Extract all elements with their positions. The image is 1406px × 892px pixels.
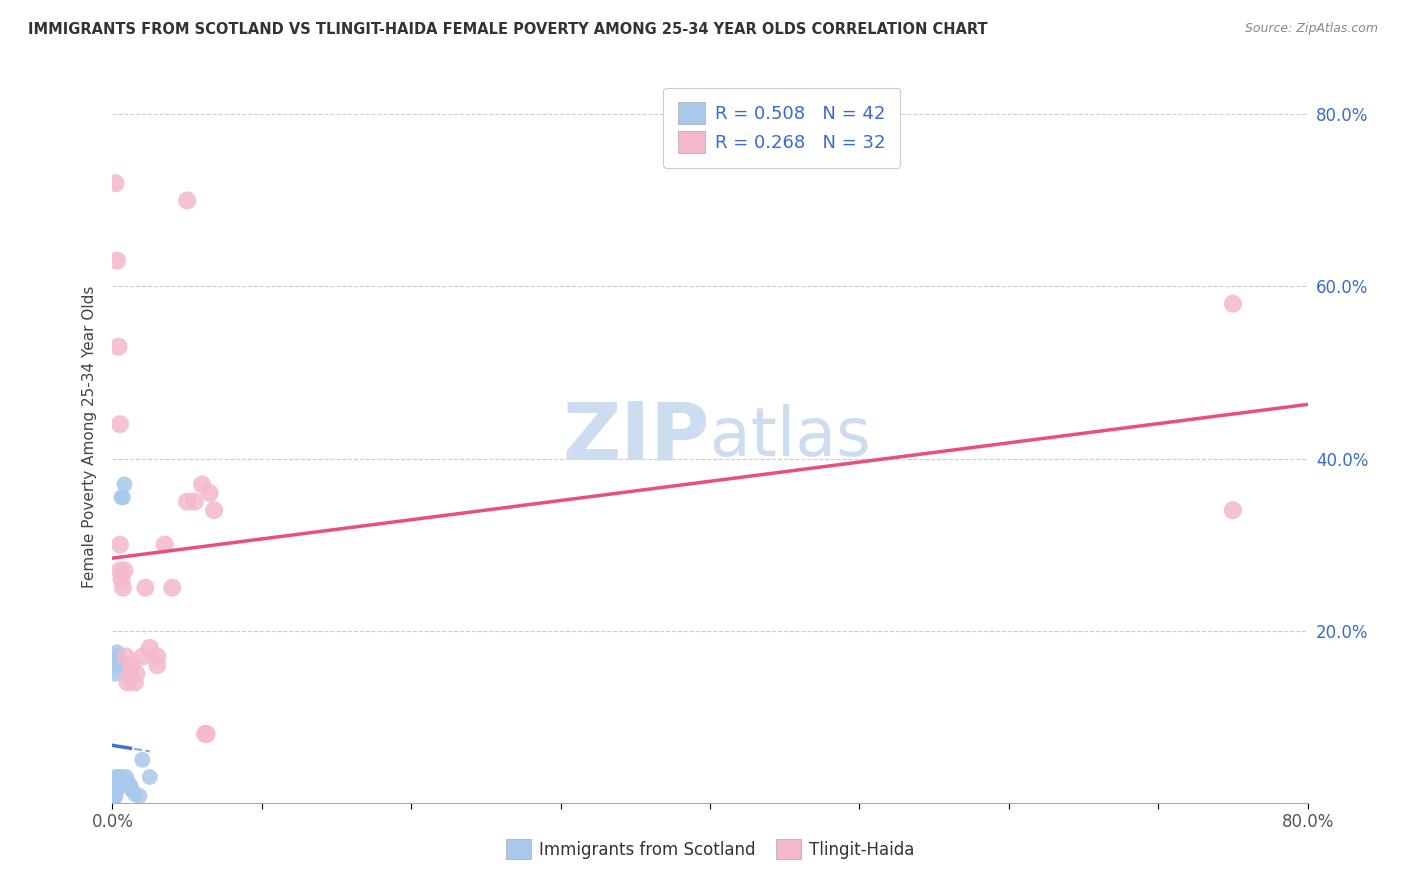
Point — [103, 785, 125, 799]
Point — [128, 789, 150, 803]
Point — [103, 787, 125, 801]
Point — [105, 253, 128, 268]
Point — [111, 491, 134, 505]
Point — [110, 572, 132, 586]
Point — [124, 787, 146, 801]
Point — [202, 503, 225, 517]
Point — [131, 753, 153, 767]
Text: Source: ZipAtlas.com: Source: ZipAtlas.com — [1244, 22, 1378, 36]
Point — [115, 649, 138, 664]
Text: atlas: atlas — [710, 404, 870, 470]
Y-axis label: Female Poverty Among 25-34 Year Olds: Female Poverty Among 25-34 Year Olds — [82, 286, 97, 588]
Point — [198, 486, 221, 500]
Point — [104, 785, 127, 799]
Point — [117, 675, 139, 690]
Text: IMMIGRANTS FROM SCOTLAND VS TLINGIT-HAIDA FEMALE POVERTY AMONG 25-34 YEAR OLDS C: IMMIGRANTS FROM SCOTLAND VS TLINGIT-HAID… — [28, 22, 988, 37]
Point — [118, 666, 141, 681]
Point — [108, 417, 131, 432]
Point — [176, 494, 198, 508]
Point — [108, 774, 131, 789]
Point — [121, 658, 143, 673]
Point — [115, 770, 138, 784]
Point — [104, 789, 127, 803]
Point — [104, 779, 127, 793]
Point — [103, 789, 125, 803]
Point — [114, 774, 135, 789]
Point — [110, 491, 132, 505]
Point — [139, 640, 162, 655]
Point — [103, 783, 125, 797]
Legend: Immigrants from Scotland, Tlingit-Haida: Immigrants from Scotland, Tlingit-Haida — [498, 830, 922, 868]
Point — [191, 477, 214, 491]
Point — [105, 783, 128, 797]
Point — [105, 774, 128, 789]
Point — [194, 727, 217, 741]
Point — [125, 666, 148, 681]
Point — [134, 581, 156, 595]
Point — [139, 770, 162, 784]
Point — [118, 779, 141, 793]
Point — [105, 654, 128, 668]
Point — [176, 194, 198, 208]
Point — [117, 774, 139, 789]
Point — [1222, 503, 1244, 517]
Point — [107, 340, 129, 354]
Point — [114, 564, 135, 578]
Point — [153, 538, 176, 552]
Point — [146, 658, 169, 673]
Point — [103, 780, 125, 795]
Point — [195, 727, 218, 741]
Point — [104, 770, 127, 784]
Point — [107, 770, 129, 784]
Point — [105, 779, 128, 793]
Point — [110, 770, 132, 784]
Point — [124, 675, 146, 690]
Point — [103, 791, 125, 805]
Point — [105, 645, 128, 659]
Point — [111, 581, 134, 595]
Point — [108, 658, 131, 673]
Point — [104, 658, 127, 673]
Point — [108, 770, 131, 784]
Point — [107, 774, 129, 789]
Point — [111, 774, 134, 789]
Point — [108, 538, 131, 552]
Point — [104, 176, 127, 190]
Text: ZIP: ZIP — [562, 398, 710, 476]
Point — [108, 564, 131, 578]
Point — [104, 774, 127, 789]
Point — [120, 779, 142, 793]
Point — [183, 494, 205, 508]
Point — [103, 779, 125, 793]
Point — [107, 779, 129, 793]
Point — [104, 666, 127, 681]
Point — [121, 783, 143, 797]
Point — [131, 649, 153, 664]
Point — [1222, 296, 1244, 310]
Point — [107, 649, 129, 664]
Point — [114, 477, 135, 491]
Point — [104, 783, 127, 797]
Point — [162, 581, 183, 595]
Point — [146, 649, 169, 664]
